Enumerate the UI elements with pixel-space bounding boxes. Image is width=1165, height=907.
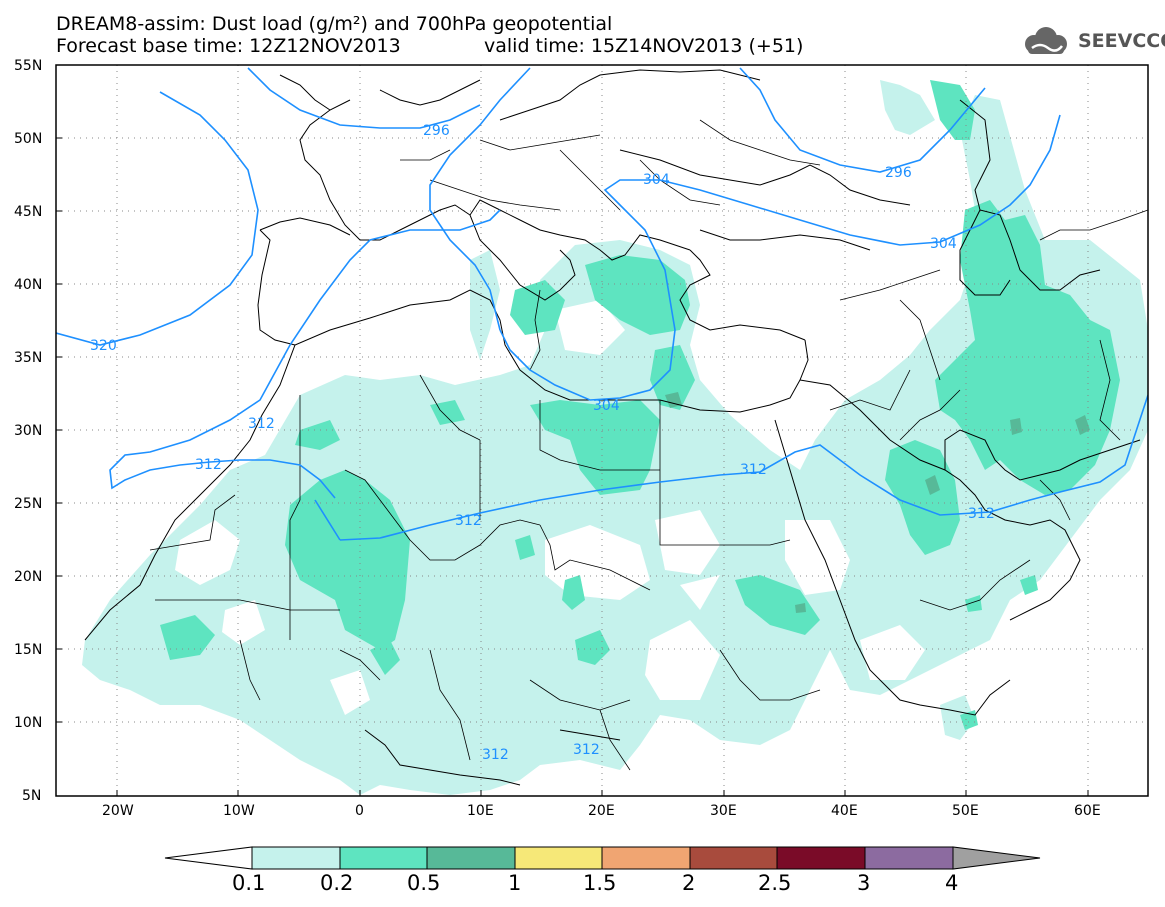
base-time-label: Forecast base time: 12Z12NOV2013 [56,35,401,57]
logo-text: SEEVCCC [1078,30,1165,52]
colorbar-bin [339,846,428,870]
lat-label: 50N [14,131,42,147]
lon-label: 50E [952,803,979,819]
contour-label: 312 [482,747,509,763]
lon-label: 30E [710,803,737,819]
colorbar-label: 0.5 [407,871,440,895]
borders [149,119,1148,771]
contour-label: 312 [455,513,482,529]
dust-load-field [82,80,1148,795]
lat-label: 30N [14,423,42,439]
lat-label: 15N [14,642,42,658]
contour-label: 320 [90,338,117,354]
cloud-icon [1025,27,1067,54]
colorbar-bin [776,846,866,870]
contour-label: 312 [573,742,600,758]
contour-label: 296 [423,123,450,139]
colorbar-label: 0.1 [232,871,265,895]
longitude-labels: 20W 10W 0 10E 20E 30E 40E 50E 60E [102,803,1101,819]
contour-label: 296 [885,165,912,181]
colorbar-label: 2 [682,871,695,895]
valid-time-label: valid time: 15Z14NOV2013 (+51) [484,35,804,57]
lat-label: 25N [14,496,42,512]
colorbar-label: 1 [508,871,521,895]
contour-label: 304 [593,398,620,414]
lon-label: 60E [1074,803,1101,819]
seevccc-logo: SEEVCCC [1018,24,1165,58]
map-title: DREAM8-assim: Dust load (g/m²) and 700hP… [56,13,613,35]
lat-label: 40N [14,277,42,293]
geopotential-contours [56,67,1148,541]
lat-label: 35N [14,350,42,366]
colorbar-label: 0.2 [320,871,353,895]
colorbar-label: 2.5 [758,871,791,895]
lon-label: 10E [467,803,494,819]
contour-label: 312 [968,506,995,522]
lon-label: 10W [223,803,255,819]
lat-label: 45N [14,204,42,220]
colorbar-over-triangle [952,846,1041,870]
graticule [56,65,1148,796]
colorbar-bin [426,846,516,870]
colorbar-bin [864,846,954,870]
contour-label: 312 [195,457,222,473]
lon-label: 20E [588,803,615,819]
colorbar-label: 1.5 [583,871,616,895]
colorbar-label: 4 [945,871,958,895]
lat-label: 20N [14,569,42,585]
contour-label: 312 [248,416,275,432]
lon-label: 20W [102,803,134,819]
lat-label: 5N [22,788,41,804]
contour-labels: 296 296 304 304 304 312 312 312 312 312 … [90,123,995,763]
lon-label: 0 [355,803,364,819]
colorbar-bin [514,846,603,870]
latitude-labels: 55N 50N 45N 40N 35N 30N 25N 20N 15N 10N … [14,58,42,804]
colorbar-label: 3 [857,871,870,895]
contour-label: 304 [643,172,670,188]
colorbar-bin [251,846,341,870]
contour-label: 304 [930,236,957,252]
colorbar-bin [601,846,691,870]
lat-label: 55N [14,58,42,74]
lat-label: 10N [14,715,42,731]
lon-label: 40E [831,803,858,819]
colorbar-under-triangle [164,846,253,870]
colorbar: 0.1 0.2 0.5 1 1.5 2 2.5 3 4 [164,846,1041,895]
colorbar-bin [689,846,778,870]
contour-label: 312 [740,462,767,478]
axis-ticks [56,64,1089,796]
